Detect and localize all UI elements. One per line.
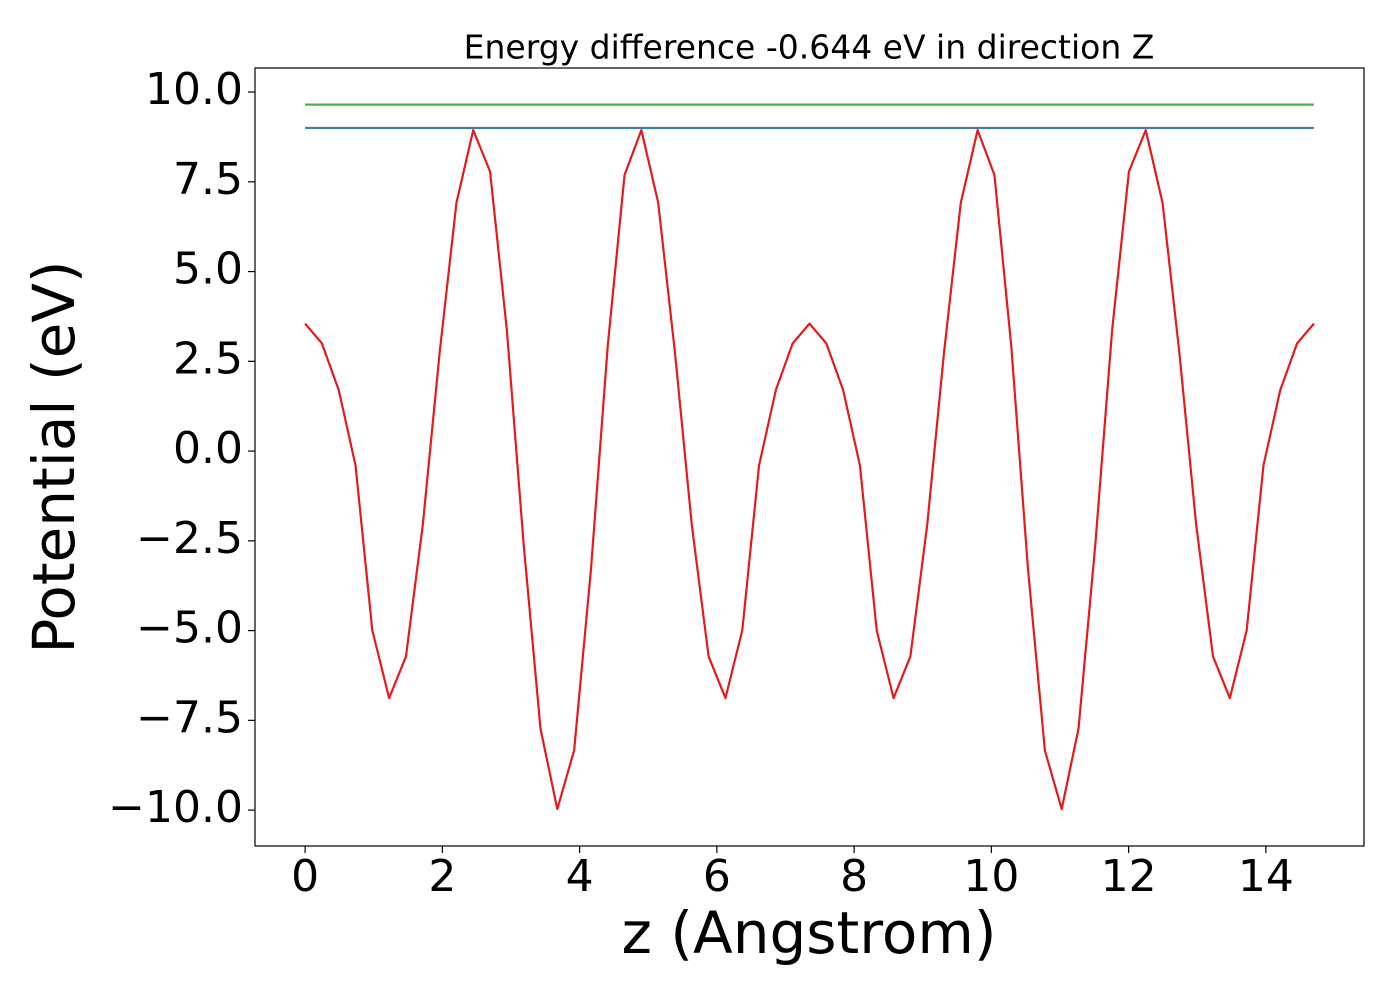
- y-tick-label: 10.0: [145, 64, 243, 115]
- y-tick-label: −10.0: [108, 782, 243, 833]
- x-tick-label: 2: [428, 851, 456, 902]
- chart-title: Energy difference -0.644 eV in direction…: [464, 28, 1155, 67]
- y-axis-label: Potential (eV): [20, 260, 88, 653]
- x-tick-label: 4: [566, 851, 594, 902]
- y-tick-label: 2.5: [173, 333, 243, 384]
- x-tick-label: 0: [291, 851, 319, 902]
- x-tick-label: 6: [703, 851, 731, 902]
- x-tick-label: 12: [1101, 851, 1157, 902]
- x-axis-label: z (Angstrom): [622, 899, 997, 967]
- x-tick-label: 10: [963, 851, 1019, 902]
- x-tick-label: 14: [1238, 851, 1294, 902]
- y-tick-label: −7.5: [136, 692, 243, 743]
- y-tick-label: −5.0: [136, 603, 243, 654]
- y-tick-label: 7.5: [173, 154, 243, 205]
- series-line: [304, 129, 1315, 811]
- y-tick-label: −2.5: [136, 513, 243, 564]
- x-tick-label: 8: [840, 851, 868, 902]
- y-tick-label: 5.0: [173, 244, 243, 295]
- y-tick-label: 0.0: [173, 423, 243, 474]
- plot-frame: [254, 67, 1365, 847]
